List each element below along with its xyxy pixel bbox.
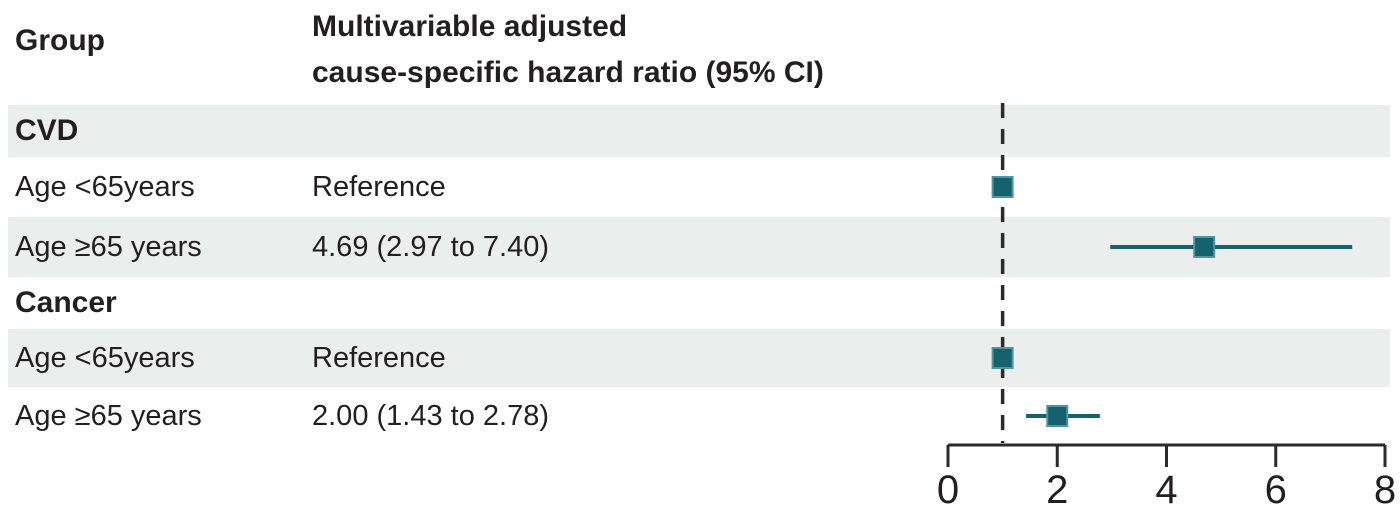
group-header-row: Cancer bbox=[8, 277, 1390, 329]
row-estimate-text: Reference bbox=[312, 341, 446, 374]
row-label: Age ≥65 years bbox=[15, 230, 202, 263]
row-label: Age <65years bbox=[15, 341, 195, 374]
estimate-column-header: Multivariable adjusted cause-specific ha… bbox=[312, 4, 824, 96]
x-axis-tick-label: 6 bbox=[1265, 468, 1287, 510]
forest-row: Age <65years Reference bbox=[8, 157, 1390, 217]
group-column-header: Group bbox=[15, 24, 105, 57]
row-estimate-text: Reference bbox=[312, 170, 446, 203]
forest-row: Age ≥65 years 2.00 (1.43 to 2.78) bbox=[8, 387, 1390, 445]
row-label: Cancer bbox=[15, 286, 117, 319]
estimate-column-header-line1: Multivariable adjusted bbox=[312, 10, 628, 43]
row-label: CVD bbox=[15, 114, 79, 147]
x-axis-tick-label: 4 bbox=[1155, 468, 1177, 510]
x-axis-tick-label: 8 bbox=[1374, 468, 1396, 510]
group-header-row: CVD bbox=[8, 105, 1390, 157]
x-axis-tick-label: 2 bbox=[1046, 468, 1068, 510]
estimate-column-header-line2: cause-specific hazard ratio (95% CI) bbox=[312, 56, 824, 89]
row-estimate-text: 4.69 (2.97 to 7.40) bbox=[312, 230, 549, 263]
row-estimate-text: 2.00 (1.43 to 2.78) bbox=[312, 399, 549, 432]
forest-row: Age <65years Reference bbox=[8, 329, 1390, 387]
x-axis-tick-label: 0 bbox=[937, 468, 959, 510]
row-label: Age ≥65 years bbox=[15, 399, 202, 432]
row-label: Age <65years bbox=[15, 170, 195, 203]
forest-row: Age ≥65 years 4.69 (2.97 to 7.40) bbox=[8, 217, 1390, 277]
